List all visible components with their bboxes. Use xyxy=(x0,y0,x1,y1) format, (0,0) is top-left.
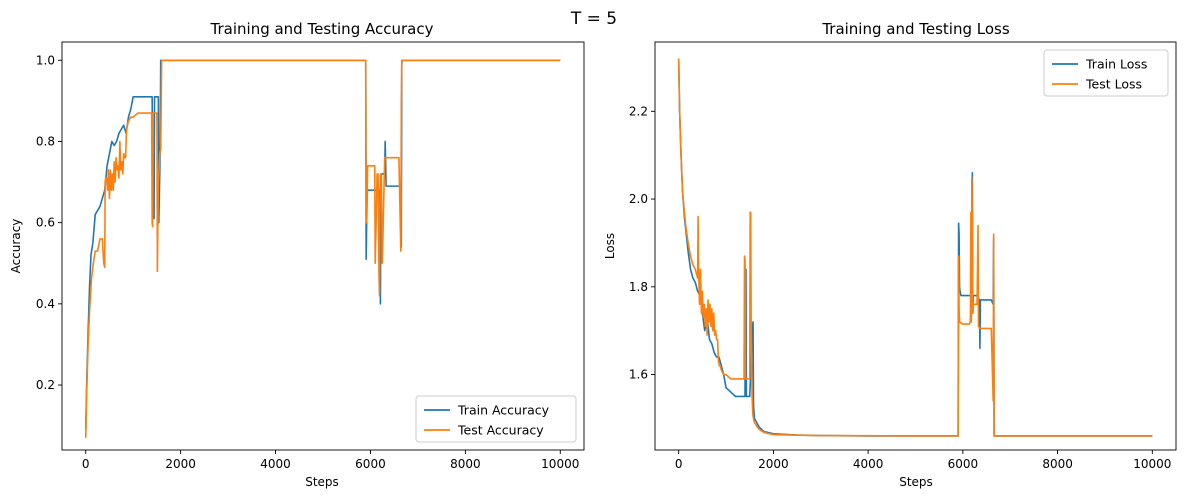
accuracy-x-tick-label: 6000 xyxy=(355,457,386,471)
loss-x-tick-label: 10000 xyxy=(1133,457,1171,471)
loss-series-line-test xyxy=(677,58,1153,437)
accuracy-y-tick-label: 1.0 xyxy=(36,53,55,67)
accuracy-x-tick-label: 2000 xyxy=(165,457,196,471)
accuracy-legend-label: Train Accuracy xyxy=(457,403,550,418)
loss-x-tick-label: 4000 xyxy=(853,457,884,471)
accuracy-x-tick-label: 10000 xyxy=(541,457,579,471)
accuracy-y-tick-label: 0.8 xyxy=(36,134,55,148)
accuracy-y-tick-label: 0.4 xyxy=(36,297,55,311)
accuracy-chart-title: Training and Testing Accuracy xyxy=(210,20,434,38)
accuracy-chart: Training and Testing Accuracy Steps Accu… xyxy=(9,20,585,489)
loss-legend: Train Loss Test Loss xyxy=(1043,49,1169,97)
loss-chart-title: Training and Testing Loss xyxy=(821,20,1010,38)
accuracy-series-line-test xyxy=(84,59,561,438)
accuracy-axes-frame xyxy=(61,41,585,451)
loss-y-tick-label: 1.8 xyxy=(629,280,648,294)
loss-y-tick-label: 2.0 xyxy=(629,192,648,206)
loss-x-tick-label: 8000 xyxy=(1042,457,1073,471)
figure-suptitle: T = 5 xyxy=(570,9,617,29)
loss-legend-label: Train Loss xyxy=(1085,57,1147,72)
loss-plot-area xyxy=(655,42,1176,450)
loss-x-axis-label: Steps xyxy=(899,475,933,489)
loss-legend-label: Test Loss xyxy=(1085,77,1142,92)
loss-x-tick-label: 0 xyxy=(675,457,683,471)
loss-y-tick-label: 2.2 xyxy=(629,104,648,118)
accuracy-y-tick-label: 0.2 xyxy=(36,378,55,392)
accuracy-x-tick-label: 0 xyxy=(82,457,90,471)
loss-chart: Training and Testing Loss Steps Loss 0 20… xyxy=(603,20,1177,489)
accuracy-legend-label: Test Accuracy xyxy=(457,423,544,438)
loss-axes-frame xyxy=(654,41,1177,451)
accuracy-x-tick-label: 8000 xyxy=(450,457,481,471)
accuracy-legend: Train Accuracy Test Accuracy xyxy=(415,395,577,443)
accuracy-y-tick-label: 0.6 xyxy=(36,216,55,230)
accuracy-y-axis-label: Accuracy xyxy=(9,219,23,274)
accuracy-x-tick-label: 4000 xyxy=(260,457,291,471)
accuracy-legend-box xyxy=(415,395,577,443)
loss-x-tick-label: 2000 xyxy=(758,457,789,471)
loss-y-axis-label: Loss xyxy=(603,233,617,259)
accuracy-x-axis-label: Steps xyxy=(305,475,339,489)
loss-x-tick-label: 6000 xyxy=(948,457,979,471)
accuracy-plot-area xyxy=(62,42,584,450)
loss-y-tick-label: 1.6 xyxy=(629,368,648,382)
